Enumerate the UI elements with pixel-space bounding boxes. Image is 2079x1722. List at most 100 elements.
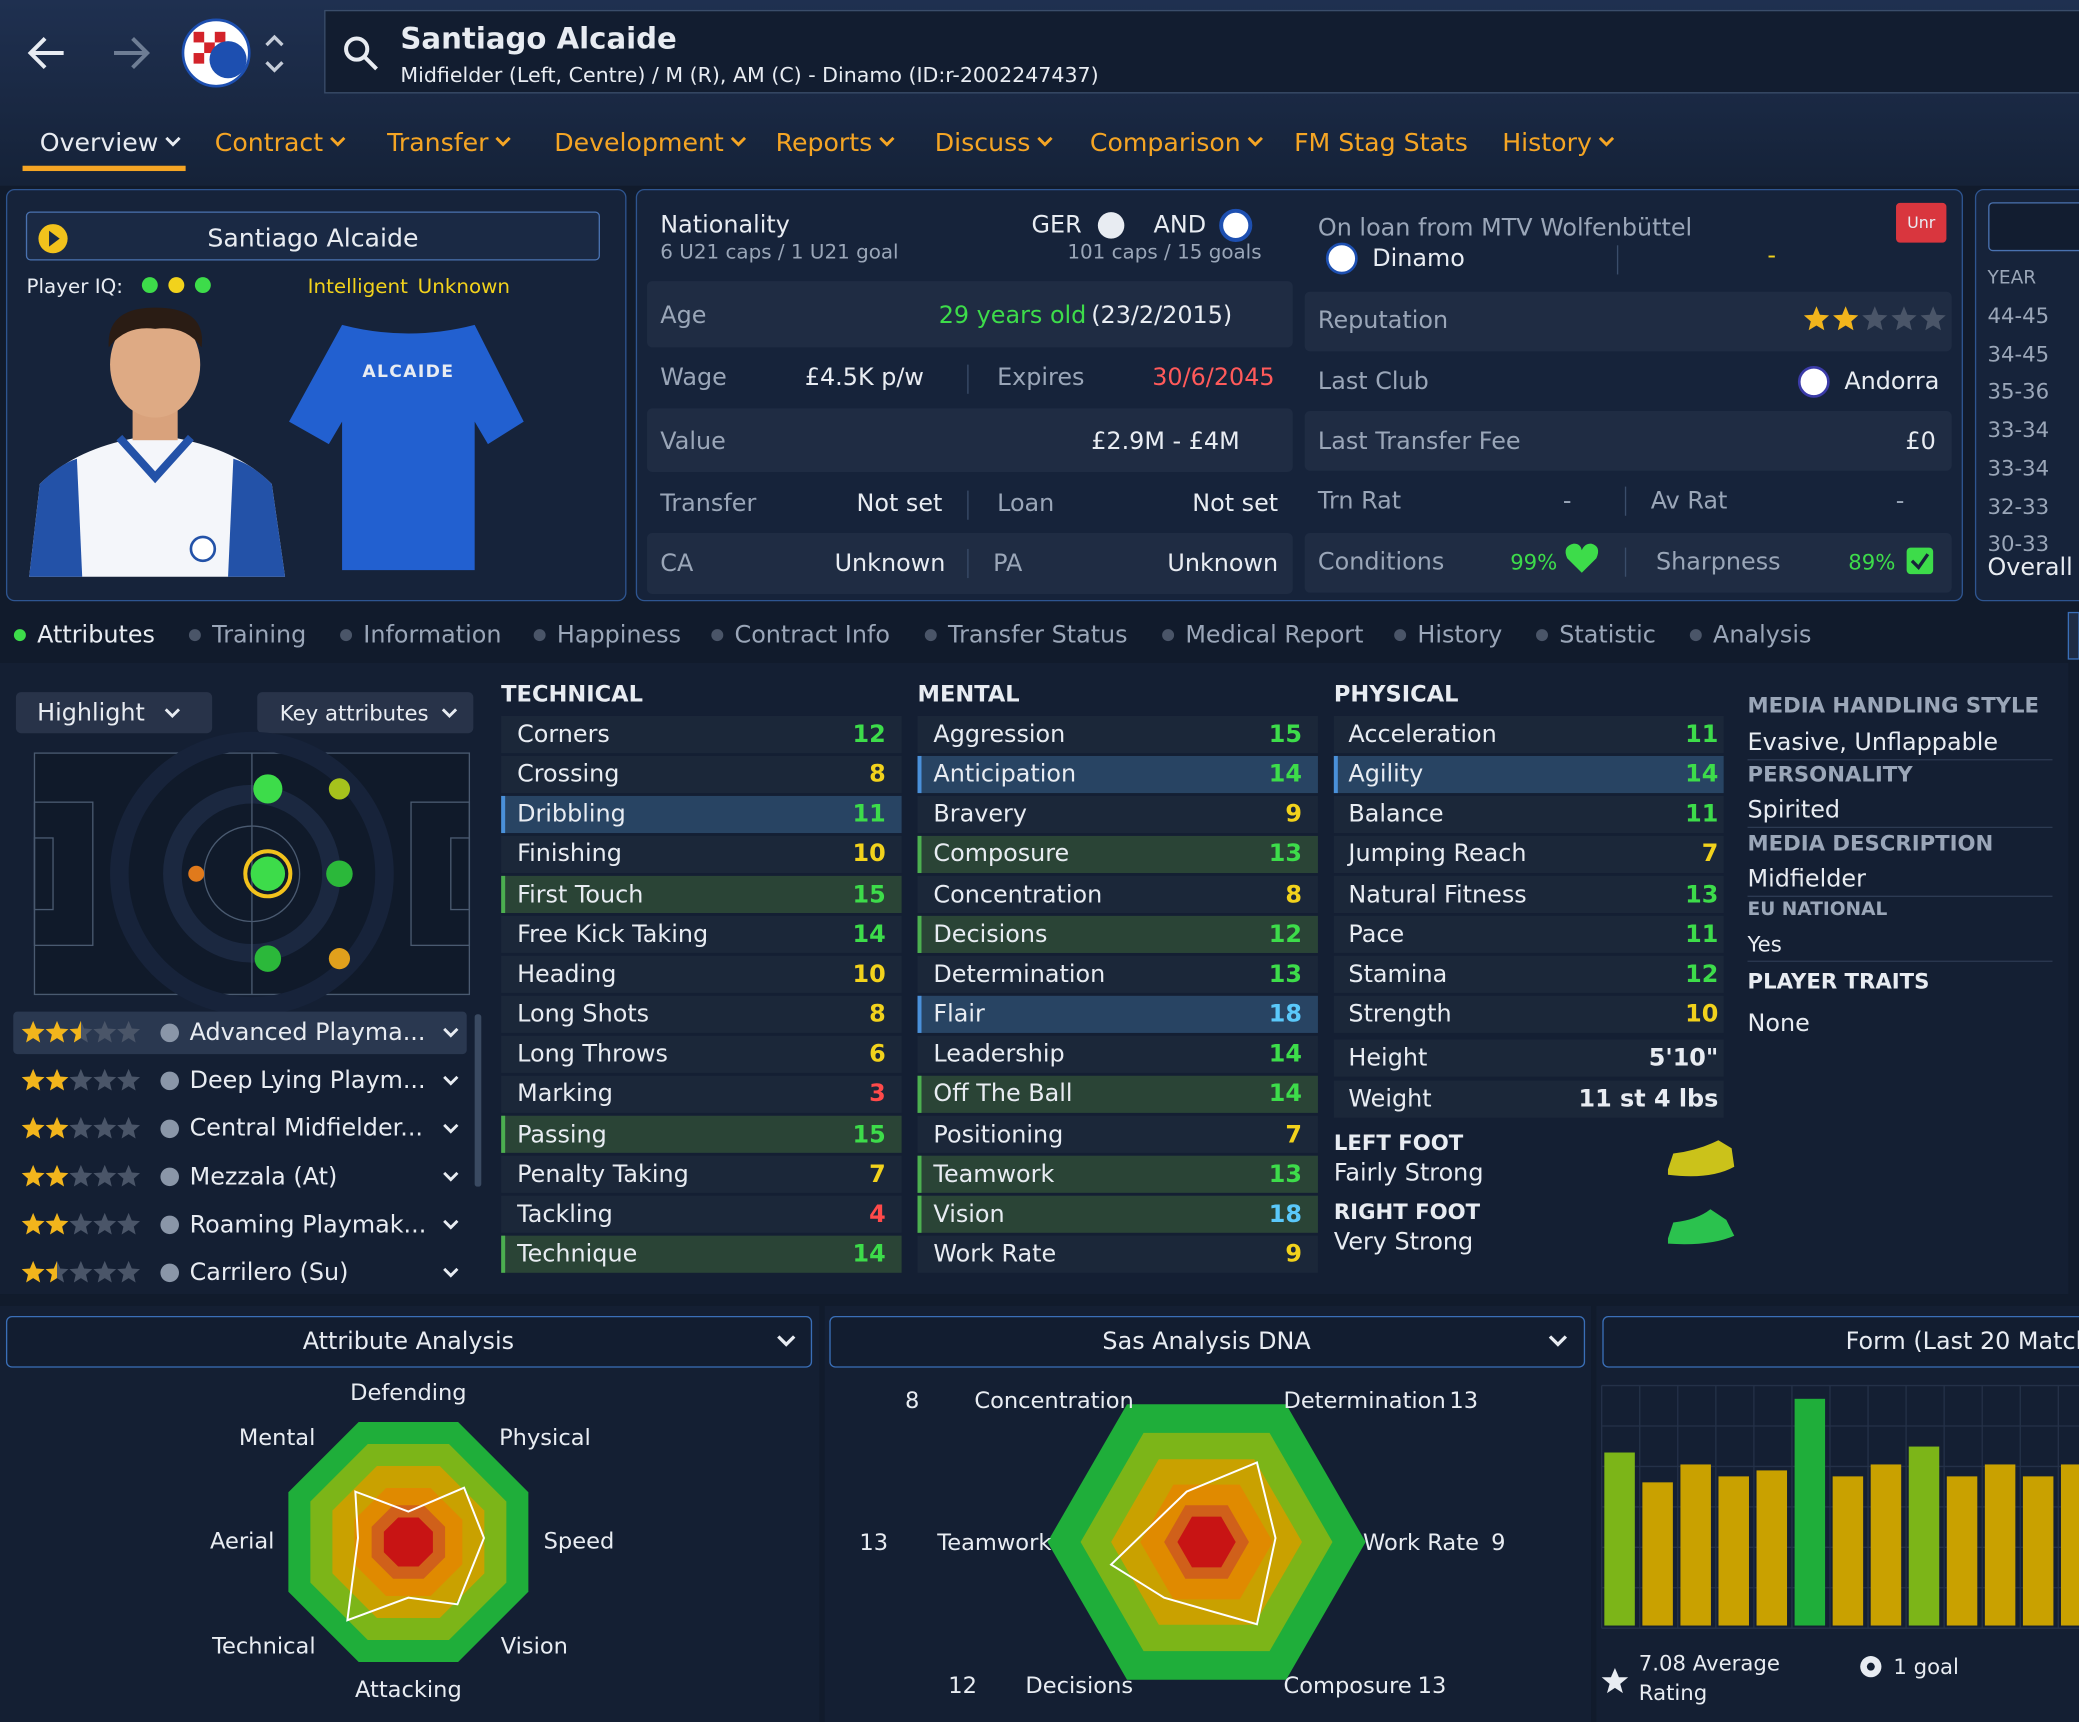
iq-trait: Intelligent [307, 274, 408, 299]
radar-axis-label: Speed [543, 1528, 615, 1556]
panel-title[interactable]: Sas Analysis DNA [1102, 1327, 1311, 1356]
dropdown-label[interactable]: Key attributes [279, 700, 429, 726]
star [21, 1212, 45, 1235]
chevron [443, 1171, 459, 1182]
seasons-select[interactable] [1988, 202, 2079, 252]
nav-tab[interactable]: FM Stag Stats [1294, 128, 1468, 158]
star [69, 1164, 93, 1187]
foot-label: RIGHT FOOT [1333, 1199, 1481, 1225]
search-box[interactable] [324, 9, 2079, 94]
radar-axis-label: Technical [212, 1633, 316, 1661]
nav-tab[interactable]: Reports [775, 128, 873, 158]
sub-tab[interactable]: Transfer Status [948, 621, 1128, 650]
back-icon[interactable] [27, 37, 64, 70]
dna-header[interactable] [829, 1315, 1586, 1368]
attribute-name: First Touch [517, 880, 644, 909]
dropdown-label[interactable]: Highlight [37, 699, 145, 728]
info-icon [160, 1263, 179, 1283]
highlight-dropdown[interactable] [15, 692, 213, 734]
role-name[interactable]: Deep Lying Playm... [189, 1066, 426, 1095]
sub-tab[interactable]: History [1417, 621, 1503, 650]
row-accent [917, 915, 922, 953]
attribute-name: Concentration [933, 880, 1103, 909]
foot-label: LEFT FOOT [1333, 1130, 1464, 1156]
role-name[interactable]: Carrilero (Su) [189, 1258, 349, 1287]
label: Trn Rat [1317, 487, 1402, 516]
attribute-value: 7 [1701, 840, 1719, 869]
star [21, 1116, 45, 1139]
scrollbar[interactable] [474, 1014, 482, 1187]
nav-tab[interactable]: Overview [39, 128, 159, 158]
form-bar [1642, 1482, 1673, 1626]
label: CA [660, 549, 694, 578]
sub-tab[interactable]: Contract Info [734, 621, 890, 650]
nav-tab[interactable]: Transfer [387, 128, 489, 158]
sharpness-check [1910, 553, 1930, 571]
attribute-value: 8 [869, 760, 886, 789]
foot-value: Fairly Strong [1333, 1159, 1484, 1188]
attribute-row [1333, 755, 1724, 794]
star-rating [21, 1260, 141, 1283]
attribute-value: 15 [852, 1120, 886, 1149]
role-name[interactable]: Mezzala (At) [189, 1162, 338, 1191]
panel-title[interactable]: Attribute Analysis [302, 1327, 515, 1356]
sub-tab[interactable]: Medical Report [1185, 621, 1364, 650]
role-name[interactable]: Central Midfielder... [189, 1114, 424, 1143]
role-name[interactable]: Roaming Playmak... [189, 1210, 427, 1239]
value: - [1562, 487, 1572, 516]
attribute-value: 14 [1268, 760, 1303, 789]
nav-tab[interactable]: Discuss [934, 128, 1031, 158]
player-subtitle: Midfielder (Left, Centre) / M (R), AM (C… [400, 63, 1099, 88]
attribute-value: 4 [869, 1200, 886, 1229]
media-value: Spirited [1747, 796, 1841, 825]
sub-tab[interactable]: Attributes [37, 621, 155, 650]
chevron [441, 708, 458, 719]
switch-icon[interactable] [265, 34, 284, 73]
group-title: PHYSICAL [1333, 681, 1459, 709]
analysis-header[interactable] [5, 1315, 813, 1368]
attribute-row [1333, 875, 1724, 914]
attribute-value: 12 [1268, 920, 1303, 949]
nav-tab[interactable]: Development [554, 128, 724, 158]
value: Unknown [834, 549, 946, 578]
sub-tab[interactable]: Happiness [556, 621, 682, 650]
attribute-name: Agility [1348, 760, 1424, 789]
nav-tab[interactable]: History [1502, 128, 1592, 158]
dna-label: Concentration [974, 1388, 1134, 1415]
label: Nationality [660, 211, 790, 240]
star [21, 1068, 45, 1091]
attribute-row [917, 915, 1318, 953]
sub-tab[interactable]: Training [212, 621, 307, 650]
nav-tab[interactable]: Contract [214, 128, 324, 158]
sub-tab[interactable]: Statistic [1559, 621, 1656, 650]
label: Av Rat [1650, 487, 1728, 516]
nation: AND [1153, 211, 1207, 240]
flag-icon [1097, 212, 1125, 239]
media-value: Yes [1747, 931, 1782, 957]
role-name[interactable]: Advanced Playma... [189, 1018, 426, 1047]
attribute-value: 14 [1685, 760, 1719, 789]
attribute-value: 14 [1268, 1080, 1303, 1109]
sub-tab[interactable]: Analysis [1713, 621, 1812, 650]
forward-icon[interactable] [114, 37, 150, 70]
value: Not set [1192, 489, 1279, 518]
nav-tab[interactable]: Comparison [1089, 128, 1241, 158]
chevron [164, 708, 181, 719]
attribute-name: Long Throws [517, 1040, 668, 1069]
attribute-row [501, 955, 902, 993]
attribute-row [501, 755, 902, 794]
attribute-row [501, 795, 902, 834]
player-shape [1109, 1461, 1277, 1626]
attribute-row [917, 955, 1318, 993]
filter-dropdown[interactable] [257, 692, 474, 734]
tab-dot [1536, 629, 1548, 642]
chevron [443, 1219, 459, 1230]
attribute-row [1333, 955, 1724, 993]
boot-right [1667, 1209, 1735, 1245]
star [45, 1116, 69, 1139]
sub-tab[interactable]: Information [363, 621, 502, 650]
value: Not set [856, 489, 943, 518]
label: On loan from MTV Wolfenbüttel [1317, 214, 1693, 242]
media-label: PLAYER TRAITS [1747, 968, 1930, 994]
